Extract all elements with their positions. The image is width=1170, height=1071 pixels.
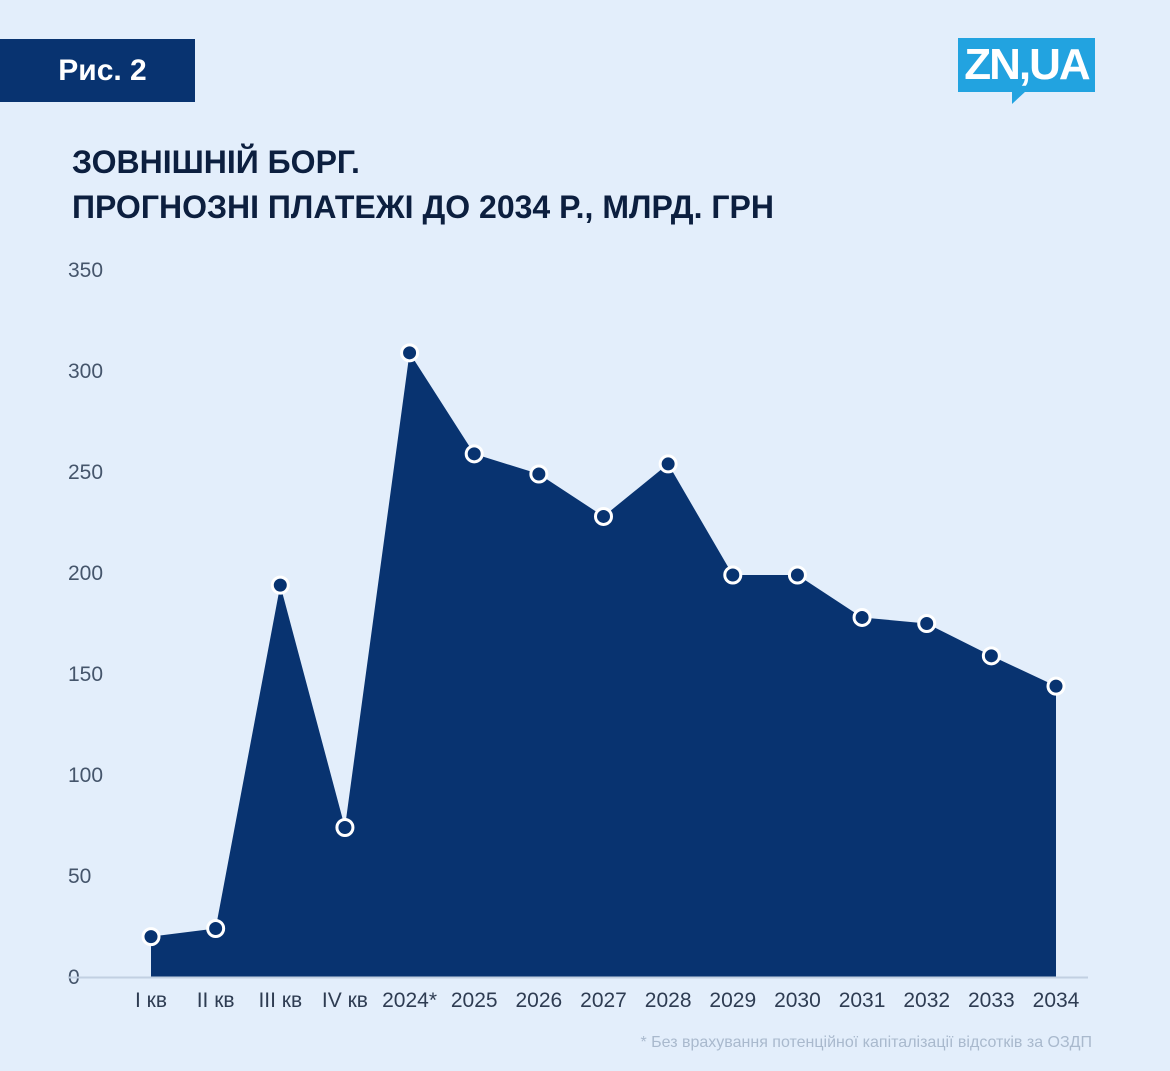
chart-title-line-2: ПРОГНОЗНІ ПЛАТЕЖІ ДО 2034 Р., МЛРД. ГРН [72, 189, 774, 225]
y-tick-label: 300 [68, 360, 103, 383]
x-tick-label: 2032 [903, 989, 950, 1012]
data-point-1 [141, 927, 161, 947]
data-point-13 [917, 614, 937, 633]
figure-label: Рис. 2 [58, 53, 147, 87]
x-tick-label: 2025 [451, 989, 498, 1012]
x-tick-label: 2028 [645, 989, 692, 1012]
data-point-6 [464, 444, 484, 464]
x-tick-label: 2026 [515, 989, 562, 1012]
x-tick-label: III кв [258, 989, 302, 1012]
zn-ua-logo[interactable]: ZN,UA [958, 38, 1095, 104]
figure-badge: Рис. 2 [0, 39, 195, 102]
data-point-7 [529, 464, 549, 484]
x-tick-label: 2031 [839, 989, 886, 1012]
x-tick-label: 2030 [774, 989, 821, 1012]
data-point-3 [270, 575, 290, 595]
area-layer [151, 352, 1056, 977]
x-tick-label: II кв [197, 989, 235, 1012]
x-tick-label: 2027 [580, 989, 627, 1012]
x-tick-label: I кв [135, 989, 167, 1012]
marker-layer [141, 343, 1066, 947]
y-tick-label: 200 [68, 562, 103, 585]
area-series [151, 352, 1056, 977]
data-point-11 [787, 565, 807, 585]
footnote: * Без врахування потенційної капіталізац… [640, 1034, 1093, 1051]
x-tick-label: IV кв [322, 989, 368, 1012]
data-point-9 [658, 454, 678, 474]
y-tick-label: 100 [68, 764, 103, 787]
x-tick-label: 2029 [709, 989, 756, 1012]
data-point-14 [981, 646, 1001, 666]
y-tick-label: 50 [68, 865, 91, 888]
x-axis: I кв II кв III кв IV кв 2024* 2025 2026 2027 202… [135, 989, 1080, 1012]
data-point-4 [335, 818, 355, 838]
data-point-8 [594, 506, 613, 526]
x-tick-label: 2033 [968, 989, 1015, 1012]
logo-text: ZN,UA [964, 40, 1090, 89]
y-tick-label: 150 [68, 663, 103, 686]
y-tick-label: 350 [68, 259, 103, 282]
chart-title: ЗОВНІШНІЙ БОРГ. ПРОГНОЗНІ ПЛАТЕЖІ ДО 203… [72, 140, 774, 230]
data-point-2 [206, 919, 226, 939]
x-tick-label: 2024* [382, 989, 437, 1012]
data-point-5 [400, 343, 420, 363]
data-point-12 [852, 607, 872, 627]
x-tick-label: 2034 [1033, 989, 1080, 1012]
data-point-10 [723, 565, 743, 585]
y-tick-label: 250 [68, 461, 103, 484]
chart-title-line-1: ЗОВНІШНІЙ БОРГ. [72, 144, 360, 180]
data-point-15 [1046, 676, 1066, 696]
